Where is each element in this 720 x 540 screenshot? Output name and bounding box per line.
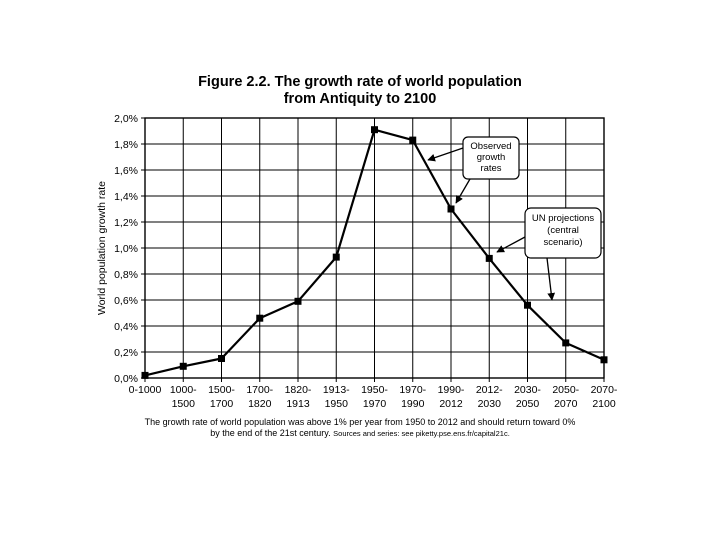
x-tick-label: 2012- [476, 384, 503, 396]
y-tick-label: 0,2% [114, 347, 138, 359]
x-tick-label: 1500 [172, 398, 196, 410]
x-tick-label: 2070- [591, 384, 618, 396]
x-tick-label: 1970- [399, 384, 426, 396]
data-point [371, 126, 378, 134]
x-tick-label: 1990 [401, 398, 425, 410]
x-tick-label: 2030- [514, 384, 541, 396]
callout-text-observed: Observed [470, 141, 511, 152]
data-point [524, 301, 531, 309]
x-tick-label: 1913 [286, 398, 310, 410]
callout-box-projections [524, 207, 602, 259]
y-tick-label: 0,4% [114, 321, 138, 333]
data-point [294, 297, 302, 305]
x-tick-label: 1820- [285, 384, 312, 396]
data-point [409, 136, 417, 144]
data-point [332, 253, 340, 261]
callout-text-projections: (central [547, 225, 579, 236]
data-point [141, 371, 149, 379]
y-tick-label: 0,6% [114, 295, 138, 307]
x-tick-label: 1913- [323, 384, 350, 396]
y-tick-label: 1,2% [114, 217, 138, 229]
x-tick-label: 1950- [361, 384, 388, 396]
data-point [485, 254, 493, 262]
x-tick-label: 1500- [208, 384, 235, 396]
x-tick-label: 1990- [438, 384, 465, 396]
data-point [447, 205, 455, 213]
caption-line1: The growth rate of world population was … [144, 417, 576, 427]
chart-title-line2: from Antiquity to 2100 [283, 91, 437, 107]
x-tick-label: 2030 [478, 398, 502, 410]
x-tick-label: 2012 [439, 398, 463, 410]
caption-line2-text: by the end of the 21st century. [210, 428, 331, 438]
callout-arrow-projections-1 [496, 236, 526, 253]
y-tick-label: 1,8% [114, 139, 138, 151]
y-tick-label: 0,8% [114, 269, 138, 281]
caption-line2: by the end of the 21st century. Sources … [0, 428, 720, 438]
x-tick-label: 2070 [554, 398, 578, 410]
x-tick-label: 2050- [552, 384, 579, 396]
x-tick-label: 1820 [248, 398, 272, 410]
y-tick-label: 2,0% [114, 113, 138, 125]
y-tick-label: 0,0% [114, 373, 138, 385]
data-point [218, 355, 225, 362]
x-tick-label: 1700 [210, 398, 234, 410]
x-tick-label: 1000- [170, 384, 197, 396]
x-tick-label: 2100 [592, 398, 616, 410]
y-axis-label: World population growth rate [96, 181, 108, 315]
y-tick-label: 1,4% [114, 191, 138, 203]
callout-arrow-observed-1 [427, 147, 464, 162]
x-tick-label: 1700- [246, 384, 273, 396]
y-tick-label: 1,0% [114, 243, 138, 255]
callout-box-observed [462, 136, 520, 180]
chart-title-line1: Figure 2.2. The growth rate of world pop… [198, 74, 522, 90]
callout-text-observed: rates [480, 163, 501, 174]
data-point [256, 314, 264, 322]
data-point [562, 339, 570, 347]
x-tick-label: 1950 [325, 398, 349, 410]
callout-arrow-observed-2 [455, 178, 471, 204]
x-tick-label: 0-1000 [129, 384, 162, 396]
data-point [600, 356, 608, 364]
y-tick-label: 1,6% [114, 165, 138, 177]
caption-source: Sources and series: see piketty.pse.ens.… [333, 429, 510, 438]
callout-text-observed: growth [477, 152, 506, 163]
x-tick-label: 2050 [516, 398, 540, 410]
callout-text-projections: UN projections [532, 213, 595, 224]
x-tick-label: 1970 [363, 398, 387, 410]
callout-text-projections: scenario) [543, 237, 582, 248]
data-point [179, 362, 187, 370]
callout-arrow-projections-2 [546, 257, 556, 301]
